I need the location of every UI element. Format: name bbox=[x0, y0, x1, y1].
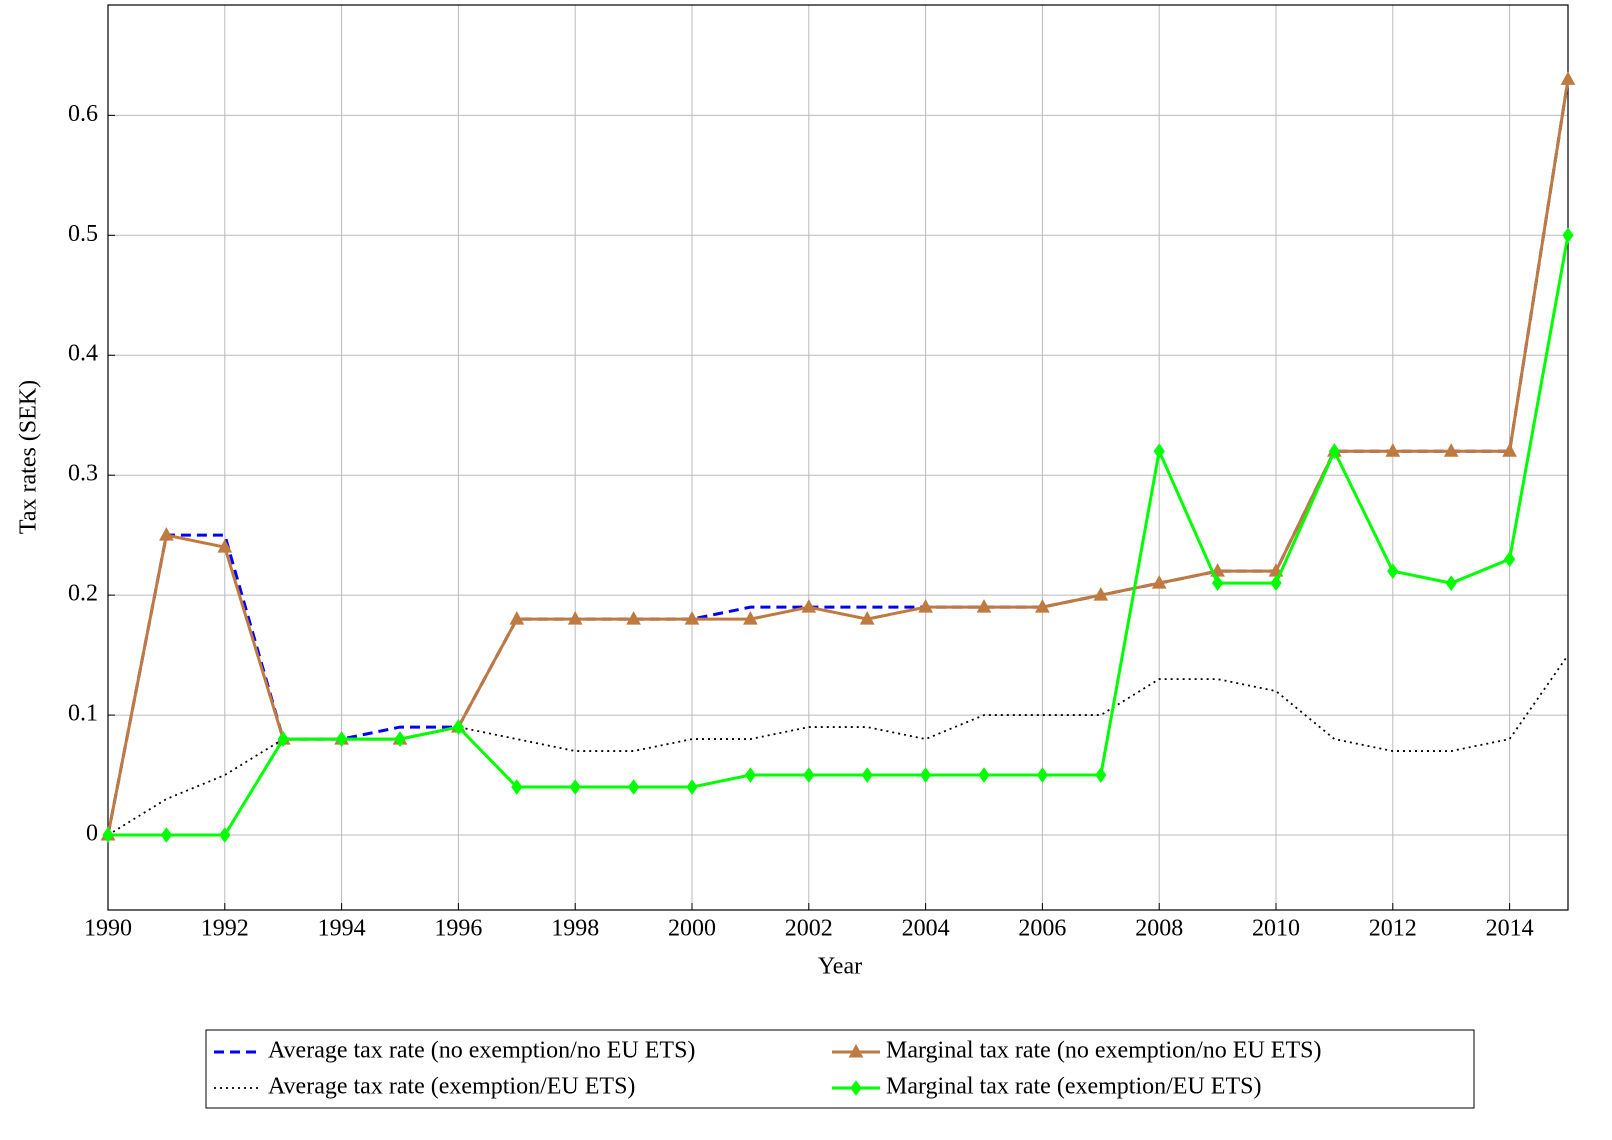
marker bbox=[1035, 599, 1050, 613]
x-tick-label: 2010 bbox=[1252, 916, 1300, 942]
marker bbox=[1502, 443, 1517, 457]
y-axis-label: Tax rates (SEK) bbox=[16, 380, 42, 534]
marker bbox=[918, 599, 933, 613]
marker bbox=[277, 731, 289, 747]
x-tick-label: 2006 bbox=[1018, 916, 1066, 942]
marker bbox=[217, 539, 233, 553]
marker bbox=[569, 779, 581, 795]
marker bbox=[686, 779, 698, 795]
y-tick-label: 0.1 bbox=[68, 701, 98, 727]
x-tick-label: 1990 bbox=[84, 916, 132, 942]
series-line bbox=[106, 79, 1570, 836]
marker bbox=[684, 611, 700, 625]
y-tick-label: 0.2 bbox=[68, 581, 98, 607]
x-tick-label: 2002 bbox=[785, 916, 833, 942]
legend-marker bbox=[848, 1043, 864, 1058]
marker bbox=[1151, 575, 1167, 589]
marker bbox=[1095, 767, 1107, 783]
y-tick-label: 0 bbox=[86, 821, 98, 847]
legend-box bbox=[205, 1029, 1475, 1109]
x-tick-label: 2014 bbox=[1486, 916, 1534, 942]
x-tick-label: 1996 bbox=[434, 916, 482, 942]
legend-label: Average tax rate (no exemption/no EU ETS… bbox=[268, 1038, 695, 1064]
x-tick-label: 1998 bbox=[551, 916, 599, 942]
marker bbox=[859, 611, 875, 625]
marker bbox=[976, 599, 992, 613]
legend-label: Marginal tax rate (exemption/EU ETS) bbox=[886, 1074, 1261, 1100]
marker bbox=[1211, 575, 1224, 592]
marker bbox=[803, 767, 815, 783]
y-tick-label: 0.3 bbox=[68, 461, 98, 487]
marker bbox=[335, 731, 348, 747]
x-tick-label: 1992 bbox=[201, 916, 249, 942]
series-line bbox=[106, 79, 1570, 836]
marker bbox=[1562, 227, 1574, 244]
y-tick-label: 0.5 bbox=[68, 221, 98, 247]
marker bbox=[509, 611, 525, 625]
marker bbox=[1385, 443, 1401, 457]
marker bbox=[1036, 767, 1049, 783]
y-tick-label: 0.4 bbox=[68, 341, 98, 367]
marker bbox=[1153, 443, 1165, 460]
marker bbox=[861, 767, 873, 783]
x-tick-label: 2012 bbox=[1369, 916, 1417, 942]
x-tick-label: 1994 bbox=[318, 916, 366, 942]
marker bbox=[567, 611, 583, 625]
marker bbox=[743, 611, 758, 625]
marker bbox=[1445, 575, 1457, 592]
marker bbox=[511, 779, 523, 795]
legend-marker bbox=[850, 1080, 862, 1096]
x-tick-label: 2000 bbox=[668, 916, 716, 942]
marker bbox=[160, 827, 173, 843]
y-tick-label: 0.6 bbox=[68, 101, 98, 127]
marker bbox=[627, 779, 640, 795]
plot-frame bbox=[107, 4, 1569, 911]
marker bbox=[1270, 575, 1282, 592]
x-tick-label: 2008 bbox=[1135, 916, 1183, 942]
marker bbox=[102, 827, 114, 843]
marker bbox=[1328, 443, 1341, 460]
marker bbox=[919, 767, 932, 783]
marker bbox=[1560, 71, 1576, 85]
marker bbox=[1443, 443, 1459, 457]
marker bbox=[1387, 563, 1399, 580]
x-tick-label: 2004 bbox=[902, 916, 950, 942]
marker bbox=[626, 611, 641, 625]
legend-label: Marginal tax rate (no exemption/no EU ET… bbox=[886, 1038, 1321, 1064]
marker bbox=[1503, 551, 1516, 568]
marker bbox=[801, 599, 817, 613]
x-axis-label: Year bbox=[818, 954, 862, 980]
marker bbox=[744, 767, 757, 783]
marker bbox=[219, 827, 231, 843]
marker bbox=[394, 731, 406, 747]
legend-label: Average tax rate (exemption/EU ETS) bbox=[268, 1074, 635, 1100]
legend: Average tax rate (no exemption/no EU ETS… bbox=[205, 1029, 1475, 1109]
series-line bbox=[108, 235, 1570, 837]
marker bbox=[978, 767, 990, 783]
marker bbox=[1093, 587, 1109, 601]
marker bbox=[159, 527, 174, 541]
series-line bbox=[107, 654, 1569, 836]
marker bbox=[452, 719, 465, 735]
